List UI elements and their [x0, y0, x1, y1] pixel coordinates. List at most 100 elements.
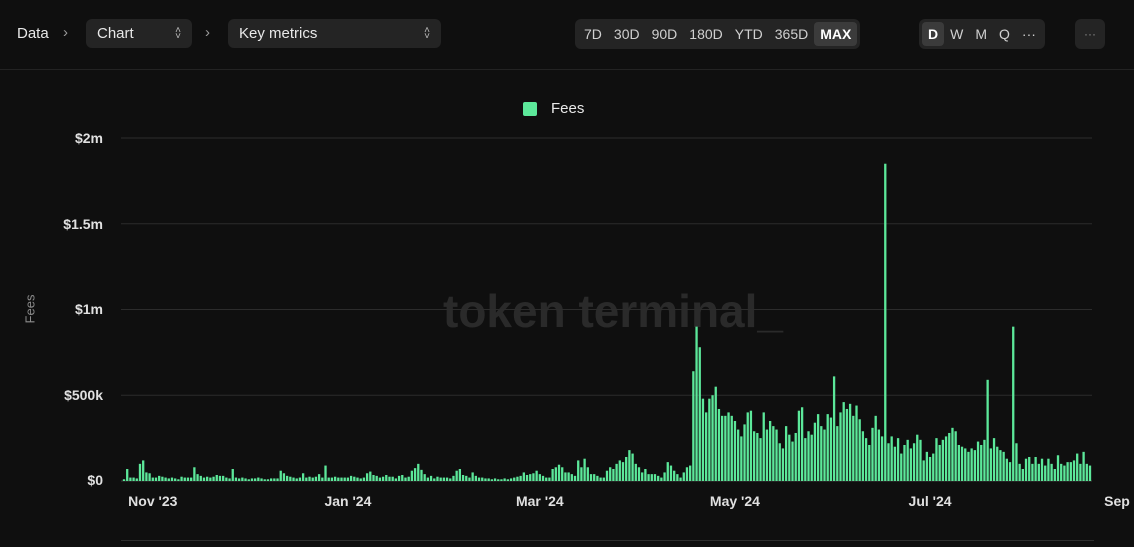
- fees-bar[interactable]: [660, 477, 663, 481]
- fees-bar[interactable]: [826, 414, 829, 481]
- fees-bar[interactable]: [359, 478, 362, 481]
- fees-bar[interactable]: [762, 412, 765, 481]
- fees-bar[interactable]: [234, 477, 238, 481]
- fees-bar[interactable]: [948, 432, 951, 481]
- fees-bar[interactable]: [650, 474, 653, 481]
- fees-bar[interactable]: [337, 477, 340, 481]
- fees-bar[interactable]: [944, 436, 948, 481]
- fees-bar[interactable]: [589, 474, 593, 481]
- fees-bar[interactable]: [701, 398, 705, 481]
- fees-bar[interactable]: [1018, 463, 1021, 481]
- fees-bar[interactable]: [250, 478, 254, 481]
- fees-bar[interactable]: [752, 431, 756, 481]
- fees-bar[interactable]: [493, 478, 497, 481]
- fees-bar[interactable]: [330, 477, 334, 481]
- fees-bar[interactable]: [599, 477, 602, 481]
- fees-bar[interactable]: [887, 443, 890, 481]
- fees-bar[interactable]: [714, 386, 717, 481]
- fees-bar[interactable]: [263, 479, 266, 481]
- fees-bar[interactable]: [631, 453, 634, 481]
- fees-bar[interactable]: [906, 439, 909, 481]
- fees-bar[interactable]: [871, 427, 874, 481]
- fees-bar[interactable]: [615, 463, 618, 481]
- fees-bar[interactable]: [912, 443, 916, 481]
- fees-bar[interactable]: [596, 475, 599, 481]
- fees-bar[interactable]: [800, 407, 804, 481]
- fees-bar[interactable]: [551, 469, 554, 481]
- fees-bar[interactable]: [794, 432, 797, 481]
- fees-bar[interactable]: [980, 444, 983, 481]
- fees-bar[interactable]: [241, 477, 244, 481]
- fees-bar[interactable]: [1015, 443, 1018, 481]
- fees-bar[interactable]: [132, 477, 135, 481]
- fees-bar[interactable]: [727, 412, 730, 481]
- fees-bar[interactable]: [1024, 458, 1028, 481]
- fees-bar[interactable]: [641, 472, 644, 481]
- fees-bar[interactable]: [218, 475, 222, 481]
- fees-bar[interactable]: [960, 446, 964, 481]
- fees-bar[interactable]: [637, 467, 641, 481]
- fees-bar[interactable]: [490, 479, 493, 481]
- fees-bar[interactable]: [285, 475, 289, 481]
- fees-bar[interactable]: [497, 479, 500, 481]
- fees-bar[interactable]: [247, 479, 250, 481]
- fees-bar[interactable]: [730, 415, 733, 481]
- fees-bar[interactable]: [321, 477, 324, 481]
- fees-bar[interactable]: [295, 478, 298, 481]
- fees-bar[interactable]: [797, 410, 801, 481]
- fees-bar[interactable]: [126, 469, 129, 481]
- granularity-button-more[interactable]: ···: [1021, 26, 1036, 42]
- fees-bar[interactable]: [673, 470, 676, 481]
- fees-bar[interactable]: [647, 474, 650, 481]
- fees-bar[interactable]: [225, 477, 228, 481]
- fees-bar[interactable]: [836, 426, 839, 481]
- fees-bar[interactable]: [420, 469, 423, 481]
- fees-bar[interactable]: [820, 426, 823, 481]
- fees-bar[interactable]: [404, 477, 407, 481]
- fees-bar[interactable]: [711, 395, 714, 481]
- fees-bar[interactable]: [1050, 463, 1053, 481]
- fees-bar[interactable]: [481, 477, 484, 481]
- fees-bar[interactable]: [759, 438, 762, 482]
- fees-bar[interactable]: [577, 460, 580, 481]
- fees-bar[interactable]: [717, 408, 721, 481]
- fees-bar[interactable]: [666, 462, 669, 481]
- fees-bar[interactable]: [471, 472, 474, 481]
- fees-bar[interactable]: [167, 478, 170, 481]
- fees-bar[interactable]: [1037, 463, 1040, 481]
- fees-bar[interactable]: [698, 347, 701, 481]
- fees-bar[interactable]: [305, 477, 308, 481]
- fees-bar[interactable]: [298, 477, 302, 481]
- fees-bar[interactable]: [605, 470, 609, 481]
- fees-bar[interactable]: [238, 478, 241, 481]
- fees-bar[interactable]: [244, 478, 247, 481]
- fees-bar[interactable]: [273, 478, 276, 481]
- fees-bar[interactable]: [465, 475, 468, 481]
- fees-bar[interactable]: [215, 475, 218, 481]
- fees-bar[interactable]: [1069, 462, 1072, 481]
- fees-bar[interactable]: [333, 476, 337, 481]
- fees-bar[interactable]: [206, 476, 209, 481]
- fees-bar[interactable]: [516, 476, 519, 481]
- fees-bar[interactable]: [372, 475, 375, 481]
- fees-bar[interactable]: [142, 460, 145, 481]
- fees-bar[interactable]: [311, 477, 314, 481]
- fees-bar[interactable]: [941, 439, 945, 481]
- fees-bar[interactable]: [724, 415, 727, 481]
- fees-bar[interactable]: [177, 479, 180, 481]
- fees-bar[interactable]: [522, 472, 525, 481]
- fees-bar[interactable]: [583, 458, 586, 481]
- fees-bar[interactable]: [890, 436, 893, 481]
- fees-bar[interactable]: [625, 456, 628, 481]
- fees-bar[interactable]: [743, 424, 746, 481]
- fees-bar[interactable]: [413, 468, 417, 481]
- fees-bar[interactable]: [308, 476, 311, 481]
- fees-bar[interactable]: [525, 475, 529, 481]
- fees-bar[interactable]: [535, 470, 538, 481]
- fees-bar[interactable]: [970, 448, 973, 481]
- fees-bar[interactable]: [740, 436, 743, 481]
- fees-bar[interactable]: [202, 477, 206, 481]
- fees-bar[interactable]: [129, 477, 132, 481]
- range-button-180d[interactable]: 180D: [689, 26, 723, 42]
- fees-bar[interactable]: [669, 465, 673, 481]
